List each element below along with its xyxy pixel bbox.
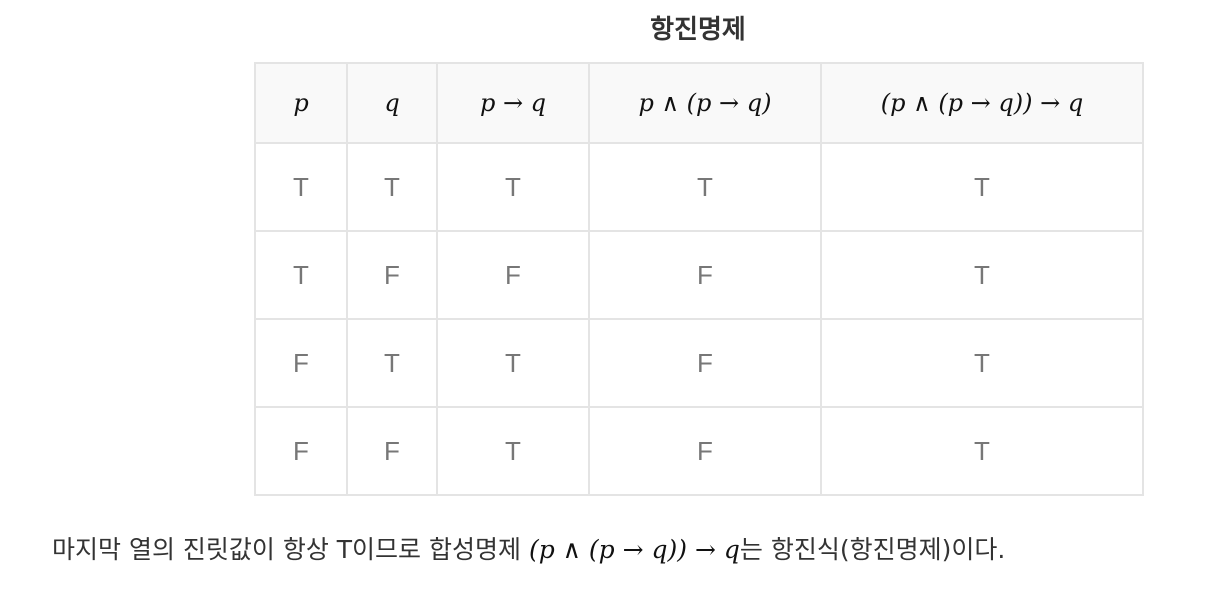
header-tautology-formula: (p ∧ (p → q)) → q [820,62,1144,144]
table-cell: F [588,318,822,408]
truth-table: p q p → q p ∧ (p → q) (p ∧ (p → q)) → q … [254,62,1144,496]
table-cell: F [254,318,348,408]
table-cell: T [820,318,1144,408]
table-cell: F [436,230,590,320]
table-cell: T [254,230,348,320]
table-cell: T [254,142,348,232]
table-cell: F [588,230,822,320]
conclusion-paragraph: 마지막 열의 진릿값이 항상 T이므로 합성명제 (p ∧ (p → q)) →… [52,528,1192,572]
table-cell: T [820,142,1144,232]
header-p-implies-q: p → q [436,62,590,144]
table-cell: F [346,230,438,320]
table-row: F F T F T [254,406,1144,496]
table-row: F T T F T [254,318,1144,408]
table-cell: F [346,406,438,496]
table-cell: T [436,318,590,408]
table-cell: F [254,406,348,496]
table-cell: T [346,318,438,408]
table-cell: T [820,230,1144,320]
table-caption: 항진명제 [650,15,746,45]
header-row: p q p → q p ∧ (p → q) (p ∧ (p → q)) → q [254,62,1144,144]
conclusion-text-before: 마지막 열의 진릿값이 항상 T이므로 합성명제 [52,535,529,564]
header-q: q [346,62,438,144]
table-row: T F F F T [254,230,1144,320]
table-cell: F [588,406,822,496]
conclusion-formula: (p ∧ (p → q)) → q [528,535,740,564]
table-row: T T T T T [254,142,1144,232]
table-cell: T [346,142,438,232]
header-p-and-p-implies-q: p ∧ (p → q) [588,62,822,144]
table-cell: T [436,142,590,232]
table-cell: T [820,406,1144,496]
table-cell: T [588,142,822,232]
table-cell: T [436,406,590,496]
header-p: p [254,62,348,144]
conclusion-text-after: 는 항진식(항진명제)이다. [739,535,1006,564]
